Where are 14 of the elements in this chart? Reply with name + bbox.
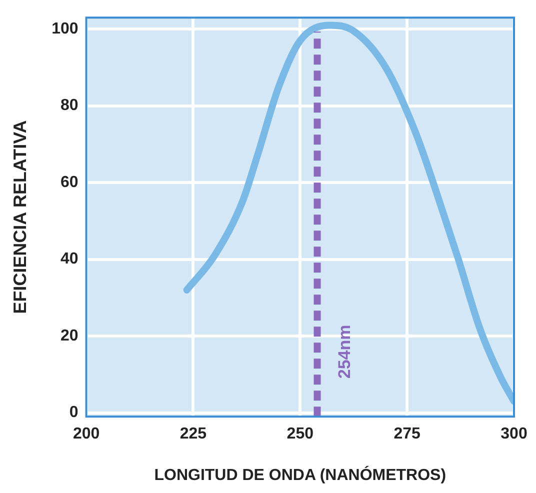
x-tick-label: 200 [72, 426, 100, 443]
x-tick-label: 250 [286, 426, 314, 443]
x-axis-title: LONGITUD DE ONDA (NANÓMETROS) [154, 464, 446, 484]
y-axis-title: EFICIENCIA RELATIVA [10, 120, 30, 314]
y-tick-label: 0 [69, 404, 78, 422]
y-tick-label: 60 [60, 174, 78, 191]
x-tick-label: 275 [394, 426, 421, 443]
y-tick-label: 80 [60, 97, 78, 114]
y-tick-label: 40 [60, 250, 78, 268]
y-tick-label: 20 [60, 327, 78, 344]
y-tick-label: 100 [52, 20, 78, 38]
ref-line-label: 254nm [334, 324, 354, 379]
x-tick-label: 300 [500, 426, 528, 443]
x-tick-label: 225 [180, 426, 207, 443]
